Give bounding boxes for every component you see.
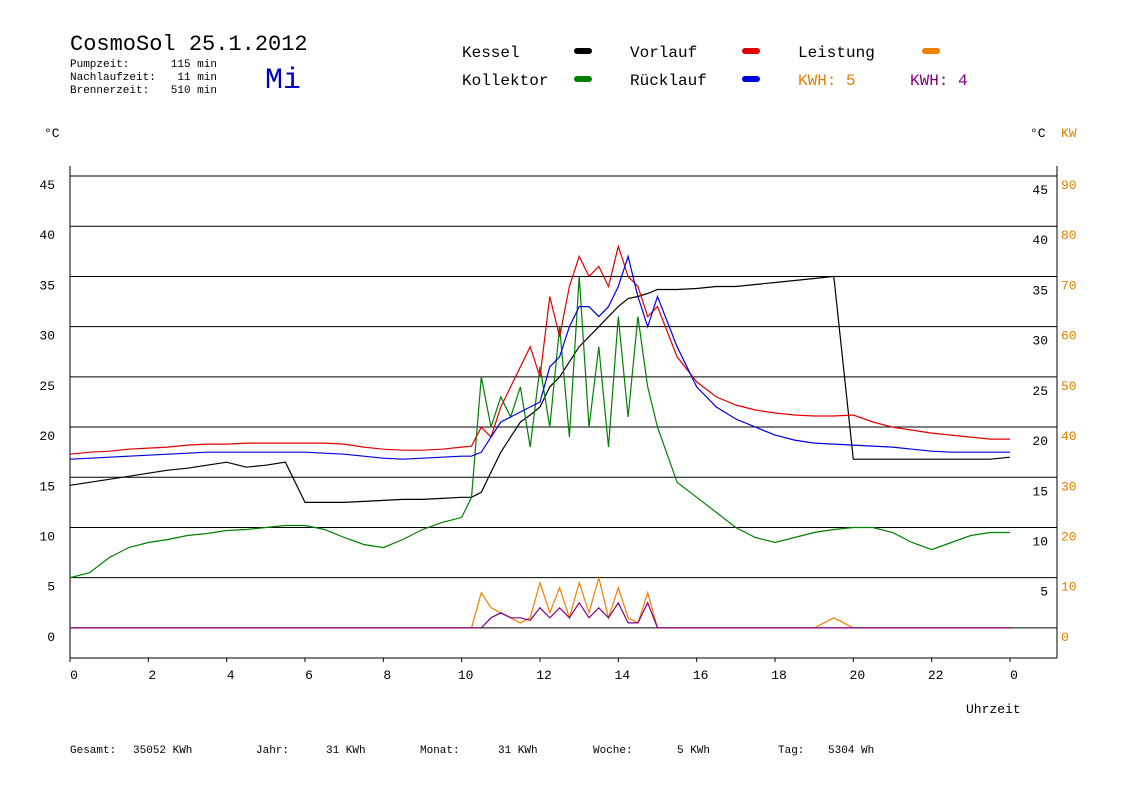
- y-tick-label: 45: [39, 178, 55, 193]
- y-tick-label: 20: [39, 429, 55, 444]
- y-tick-label: 10: [39, 529, 55, 544]
- y-right-tick-label: 5: [1040, 585, 1048, 600]
- footer-value: 5 KWh: [677, 745, 710, 757]
- info-label: Nachlaufzeit:: [70, 72, 156, 84]
- y2-tick-label: 40: [1061, 429, 1077, 444]
- y-right-tick-label: 15: [1032, 484, 1048, 499]
- x-tick-label: 18: [771, 668, 787, 683]
- y-right-tick-label: 30: [1032, 334, 1048, 349]
- y2-tick-label: 90: [1061, 178, 1077, 193]
- series-line: [69, 275, 1011, 503]
- series-line: [70, 575, 1010, 629]
- footer-label: Gesamt:: [70, 745, 116, 757]
- y2-tick-label: 10: [1061, 580, 1077, 595]
- y-tick-label: 0: [47, 630, 55, 645]
- y-tick-label: 35: [39, 278, 55, 293]
- x-tick-label: 2: [148, 668, 156, 683]
- legend-swatch: [574, 76, 592, 82]
- x-tick-label: 6: [305, 668, 313, 683]
- series-line: [69, 276, 1010, 579]
- x-tick-label: 0: [70, 668, 78, 683]
- x-tick-label: 14: [615, 668, 631, 683]
- info-label: Brennerzeit:: [70, 85, 149, 97]
- y2-tick-label: 50: [1061, 379, 1077, 394]
- y-right-tick-label: 20: [1032, 434, 1048, 449]
- weekday: Mi: [265, 64, 301, 98]
- footer-label: Tag:: [778, 745, 804, 757]
- y2-tick-label: 30: [1061, 479, 1077, 494]
- legend-label: Kessel: [462, 44, 520, 62]
- x-tick-label: 8: [383, 668, 391, 683]
- legend-swatch: [742, 48, 760, 54]
- y2-unit: KW: [1061, 126, 1077, 141]
- chart-title: CosmoSol 25.1.2012: [70, 32, 308, 57]
- y-right-tick-label: 40: [1032, 233, 1048, 248]
- x-tick-label: 22: [928, 668, 944, 683]
- legend-label: Kollektor: [462, 72, 548, 90]
- annotation: KWH: 5: [798, 72, 856, 90]
- legend-label: Leistung: [798, 44, 875, 62]
- series-line: [69, 244, 1010, 455]
- x-tick-label: 0: [1010, 668, 1018, 683]
- footer-value: 5304 Wh: [828, 745, 874, 757]
- legend-swatch: [574, 48, 592, 54]
- y-tick-label: 40: [39, 228, 55, 243]
- y-tick-label: 25: [39, 379, 55, 394]
- legend-swatch: [742, 76, 760, 82]
- y-right-tick-label: 10: [1032, 534, 1048, 549]
- y-tick-label: 30: [39, 329, 55, 344]
- info-value: 510 min: [171, 85, 217, 97]
- y2-axis-label: °C: [1030, 126, 1046, 141]
- footer-value: 35052 KWh: [133, 745, 192, 757]
- series-line: [70, 601, 1010, 629]
- x-tick-label: 16: [693, 668, 709, 683]
- y-tick-label: 5: [47, 580, 55, 595]
- footer-label: Woche:: [593, 745, 633, 757]
- info-label: Pumpzeit:: [70, 59, 129, 71]
- info-value: 11 min: [177, 72, 217, 84]
- annotation: KWH: 4: [910, 72, 968, 90]
- x-axis-label: Uhrzeit: [966, 702, 1021, 717]
- y-right-tick-label: 35: [1032, 283, 1048, 298]
- y2-tick-label: 70: [1061, 278, 1077, 293]
- x-tick-label: 12: [536, 668, 552, 683]
- y2-tick-label: 0: [1061, 630, 1069, 645]
- x-tick-label: 10: [458, 668, 474, 683]
- y-axis-label: °C: [44, 126, 60, 141]
- legend-label: Vorlauf: [630, 44, 697, 62]
- footer-value: 31 KWh: [326, 745, 366, 757]
- legend-label: Rücklauf: [630, 72, 707, 90]
- y2-tick-label: 80: [1061, 228, 1077, 243]
- y2-tick-label: 60: [1061, 329, 1077, 344]
- series-line: [69, 254, 1010, 460]
- footer-label: Monat:: [420, 745, 460, 757]
- legend-swatch: [922, 48, 940, 54]
- footer-label: Jahr:: [256, 745, 289, 757]
- footer-value: 31 KWh: [498, 745, 538, 757]
- info-value: 115 min: [171, 59, 217, 71]
- y-tick-label: 15: [39, 479, 55, 494]
- y-right-tick-label: 45: [1032, 183, 1048, 198]
- x-tick-label: 4: [227, 668, 235, 683]
- y-right-tick-label: 25: [1032, 384, 1048, 399]
- y2-tick-label: 20: [1061, 529, 1077, 544]
- x-tick-label: 20: [850, 668, 866, 683]
